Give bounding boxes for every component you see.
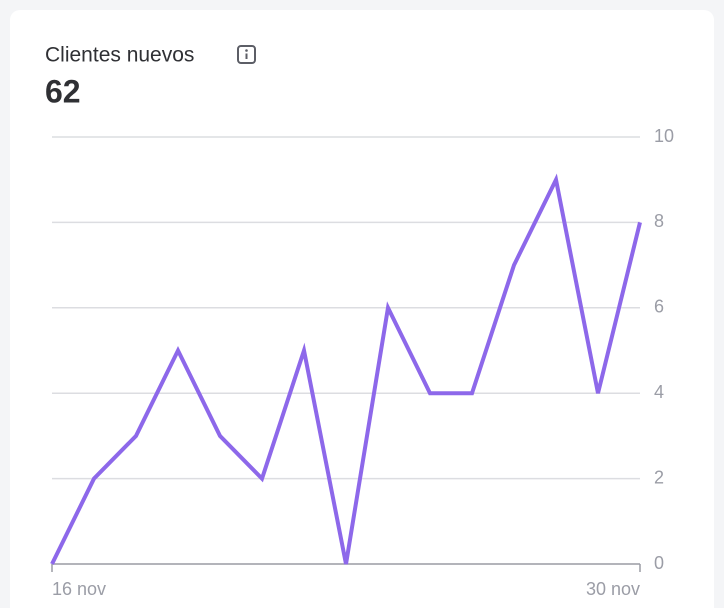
y-tick-label: 6 bbox=[654, 297, 664, 317]
y-tick-label: 10 bbox=[654, 126, 674, 146]
y-tick-label: 8 bbox=[654, 211, 664, 231]
line bbox=[50, 173, 642, 565]
y-tick-label: 4 bbox=[654, 382, 664, 402]
kpi-value: 62 bbox=[45, 73, 81, 109]
chart-title: Clientes nuevos bbox=[45, 44, 194, 67]
y-tick-label: 2 bbox=[654, 467, 664, 487]
y-tick-label: 0 bbox=[654, 553, 664, 573]
info-icon[interactable] bbox=[237, 45, 256, 64]
card bbox=[10, 10, 714, 608]
x-tick-label: 30 nov bbox=[586, 579, 640, 599]
x-tick-label: 16 nov bbox=[52, 579, 106, 599]
